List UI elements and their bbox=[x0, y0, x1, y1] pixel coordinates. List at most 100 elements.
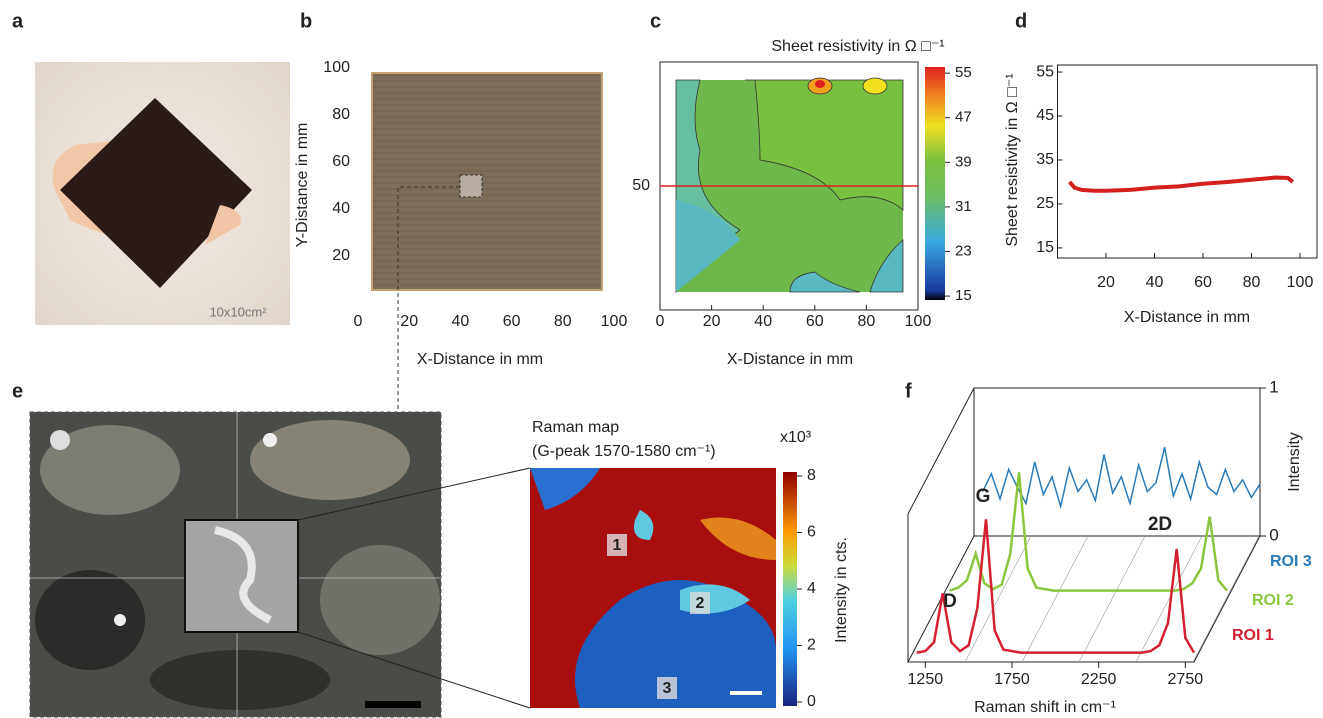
x-tick-label: 100 bbox=[1287, 274, 1314, 291]
peak-label: 2D bbox=[1148, 514, 1172, 535]
x-tick-label: 80 bbox=[1243, 274, 1261, 291]
contour bbox=[789, 271, 861, 293]
frame-grid bbox=[1078, 535, 1146, 663]
scale-bar bbox=[365, 701, 421, 708]
zoom-line bbox=[297, 631, 531, 709]
colorbar-tick-label: 4 bbox=[807, 580, 816, 597]
x-tick-label: 60 bbox=[1194, 274, 1212, 291]
peak-label: D bbox=[943, 591, 957, 612]
x-tick-label: 20 bbox=[1097, 274, 1115, 291]
region-label: 2 bbox=[696, 595, 705, 612]
map-title: Raman map bbox=[532, 419, 619, 436]
x-axis-label: X-Distance in mm bbox=[1124, 309, 1250, 326]
z-axis-label: Intensity bbox=[1286, 432, 1303, 492]
x-tick-label: 0 bbox=[354, 313, 363, 330]
contour bbox=[745, 79, 904, 211]
selection bbox=[459, 174, 483, 198]
grain bbox=[150, 650, 330, 710]
x-tick-label: 40 bbox=[1146, 274, 1164, 291]
panel-label: e bbox=[12, 380, 23, 402]
y-tick-label: 25 bbox=[1036, 195, 1054, 212]
contour bbox=[862, 77, 888, 95]
inset bbox=[184, 519, 299, 633]
panel-label: d bbox=[1015, 10, 1027, 32]
colorbar-tick-label: 23 bbox=[955, 242, 972, 259]
y-tick-label: 40 bbox=[332, 200, 350, 217]
spectrum bbox=[981, 447, 1261, 510]
sample-scan bbox=[371, 72, 603, 291]
plot-frame bbox=[1057, 64, 1318, 259]
colorbar bbox=[783, 472, 797, 706]
legend-label: ROI 1 bbox=[1232, 627, 1274, 644]
colorbar bbox=[925, 67, 945, 300]
caption: 10x10cm² bbox=[209, 304, 267, 319]
y-tick-label: 100 bbox=[323, 59, 350, 76]
sample bbox=[60, 98, 252, 288]
grain bbox=[35, 570, 145, 670]
colorbar-tick-label: 15 bbox=[955, 287, 972, 304]
grain bbox=[40, 425, 180, 515]
guide bbox=[397, 186, 460, 412]
panel-label: b bbox=[300, 10, 312, 32]
frame-grid bbox=[1135, 535, 1203, 663]
colorbar-tick-label: 8 bbox=[807, 467, 816, 484]
colorbar-tick-label: 2 bbox=[807, 637, 816, 654]
y-tick-label: 55 bbox=[1036, 63, 1054, 80]
peak-label: G bbox=[976, 486, 991, 507]
colorbar-label: Intensity in cts. bbox=[833, 537, 850, 643]
panel-c-map bbox=[675, 67, 945, 300]
panel-a: a 10x10cm² bbox=[12, 10, 290, 325]
x-tick-label: 2750 bbox=[1168, 671, 1204, 688]
x-tick-label: 2250 bbox=[1081, 671, 1117, 688]
region-label: 1 bbox=[613, 537, 622, 554]
line bbox=[1068, 175, 1295, 193]
x-axis-label: X-Distance in mm bbox=[727, 351, 853, 368]
frame-grid bbox=[964, 535, 1032, 663]
contour bbox=[676, 200, 740, 292]
x-tick-label: 1750 bbox=[994, 671, 1030, 688]
inset-texture bbox=[214, 526, 272, 624]
colorbar-tick-label: 39 bbox=[955, 153, 972, 170]
contour bbox=[869, 239, 904, 293]
legend-label: ROI 2 bbox=[1252, 592, 1294, 609]
x-tick-label: 80 bbox=[554, 313, 572, 330]
contour bbox=[815, 80, 825, 88]
y-tick-label: 60 bbox=[332, 153, 350, 170]
x-axis-label: Raman shift in cm⁻¹ bbox=[974, 699, 1116, 716]
x-tick-label: 60 bbox=[806, 313, 824, 330]
x-tick-label: 40 bbox=[754, 313, 772, 330]
panel-e-images bbox=[29, 411, 797, 718]
panel-label: c bbox=[650, 10, 661, 32]
colorbar-tick-label: 6 bbox=[807, 524, 816, 541]
colorbar-tick-label: 47 bbox=[955, 109, 972, 126]
x-tick-label: 100 bbox=[601, 313, 628, 330]
x-tick-label: 100 bbox=[905, 313, 932, 330]
chart-title: Sheet resistivity in Ω □⁻¹ bbox=[771, 38, 944, 55]
x-tick-label: 40 bbox=[452, 313, 470, 330]
map-region bbox=[700, 517, 776, 560]
y-tick-label: 15 bbox=[1036, 239, 1054, 256]
panel-label: a bbox=[12, 10, 24, 32]
colorbar-tick-label: 31 bbox=[955, 198, 972, 215]
x-tick-label: 60 bbox=[503, 313, 521, 330]
y-axis-label: Sheet resistivity in Ω □⁻¹ bbox=[1004, 73, 1021, 246]
scale-label: x10³ bbox=[780, 429, 812, 446]
x-tick-label: 1250 bbox=[908, 671, 944, 688]
panel-b-image bbox=[371, 72, 603, 412]
speck bbox=[263, 433, 277, 447]
zoom-line bbox=[297, 467, 531, 521]
finger bbox=[205, 205, 241, 245]
region-label: 3 bbox=[663, 680, 672, 697]
colorbar-tick-label: 55 bbox=[955, 64, 972, 81]
z-tick-label: 1 bbox=[1269, 377, 1278, 396]
speck bbox=[50, 430, 70, 450]
spectrum bbox=[916, 519, 1196, 654]
y-axis-label: Y-Distance in mm bbox=[294, 123, 311, 248]
y-tick-label: 35 bbox=[1036, 151, 1054, 168]
x-tick-label: 80 bbox=[858, 313, 876, 330]
colorbar-tick-label: 0 bbox=[807, 693, 816, 710]
z-tick-label: 0 bbox=[1269, 525, 1278, 544]
y-tick-label: 45 bbox=[1036, 107, 1054, 124]
